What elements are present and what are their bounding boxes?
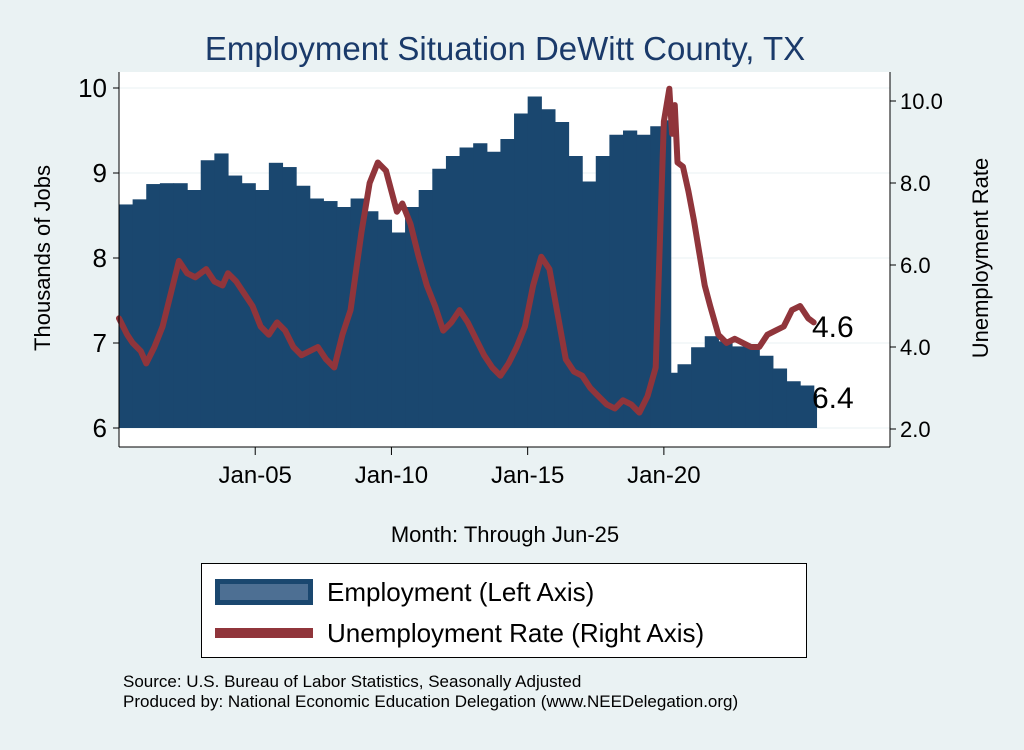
employment-bar bbox=[678, 364, 692, 428]
chart-title: Employment Situation DeWitt County, TX bbox=[205, 30, 805, 67]
employment-bar bbox=[786, 381, 800, 428]
employment-bar bbox=[569, 156, 583, 428]
left-axis-ticks: 6 7 8 9 10 bbox=[78, 73, 119, 443]
employment-bar bbox=[133, 199, 147, 428]
right-tick-label: 8.0 bbox=[900, 171, 931, 196]
x-tick-label: Jan-15 bbox=[491, 462, 564, 489]
legend-label-employment: Employment (Left Axis) bbox=[327, 577, 594, 608]
right-tick-label: 6.0 bbox=[900, 253, 931, 278]
end-label-unemployment: 4.6 bbox=[812, 311, 854, 344]
employment-bar bbox=[228, 176, 242, 428]
employment-bar bbox=[500, 139, 514, 428]
left-tick-label: 6 bbox=[93, 413, 107, 443]
employment-bar bbox=[759, 356, 773, 428]
employment-bar bbox=[596, 156, 610, 428]
employment-bar bbox=[214, 153, 228, 428]
employment-bar bbox=[310, 199, 324, 429]
end-label-employment: 6.4 bbox=[812, 382, 854, 415]
employment-bar bbox=[187, 190, 201, 428]
employment-bar bbox=[146, 184, 160, 428]
employment-bar bbox=[487, 152, 501, 428]
left-tick-label: 7 bbox=[93, 328, 107, 358]
employment-bar bbox=[773, 369, 787, 429]
employment-bar bbox=[671, 373, 678, 428]
employment-bar bbox=[514, 114, 528, 429]
employment-bar bbox=[173, 183, 187, 428]
employment-bar bbox=[364, 211, 378, 428]
legend: Employment (Left Axis) Unemployment Rate… bbox=[201, 563, 807, 658]
left-tick-label: 10 bbox=[78, 73, 107, 103]
employment-bar bbox=[282, 167, 296, 428]
employment-bar bbox=[623, 131, 637, 429]
footer-source: Source: U.S. Bureau of Labor Statistics,… bbox=[123, 672, 581, 692]
employment-bar bbox=[391, 233, 405, 429]
legend-swatch-unemployment bbox=[215, 628, 313, 638]
employment-bar bbox=[323, 201, 337, 428]
employment-bar bbox=[269, 163, 283, 428]
right-axis-ticks: 2.0 4.0 6.0 8.0 10.0 bbox=[890, 89, 943, 442]
x-axis-ticks: Jan-05 Jan-10 Jan-15 Jan-20 bbox=[219, 447, 701, 489]
employment-bar bbox=[296, 186, 310, 428]
employment-bar bbox=[746, 346, 760, 428]
x-axis-label: Month: Through Jun-25 bbox=[391, 522, 619, 547]
legend-label-unemployment: Unemployment Rate (Right Axis) bbox=[327, 618, 704, 649]
employment-bar bbox=[460, 148, 474, 429]
employment-bar bbox=[718, 341, 732, 428]
employment-bar bbox=[378, 220, 392, 428]
x-tick-label: Jan-05 bbox=[219, 462, 292, 489]
employment-bar bbox=[609, 135, 623, 428]
employment-bar bbox=[555, 122, 569, 428]
legend-swatch-employment bbox=[215, 579, 313, 605]
employment-bar bbox=[473, 143, 487, 428]
left-tick-label: 9 bbox=[93, 158, 107, 188]
employment-bar bbox=[691, 347, 705, 428]
employment-bar bbox=[255, 190, 269, 428]
employment-bar bbox=[446, 156, 460, 428]
y-axis-left-label: Thousands of Jobs bbox=[30, 165, 55, 351]
right-tick-label: 2.0 bbox=[900, 417, 931, 442]
employment-bar bbox=[732, 346, 746, 428]
right-tick-label: 10.0 bbox=[900, 89, 943, 114]
employment-bar bbox=[419, 190, 433, 428]
footer-produced: Produced by: National Economic Education… bbox=[123, 692, 738, 712]
x-tick-label: Jan-20 bbox=[627, 462, 700, 489]
left-tick-label: 8 bbox=[93, 243, 107, 273]
employment-bar bbox=[201, 160, 215, 428]
x-tick-label: Jan-10 bbox=[355, 462, 428, 489]
employment-bar bbox=[705, 336, 719, 428]
y-axis-right-label: Unemployment Rate bbox=[968, 158, 993, 359]
right-tick-label: 4.0 bbox=[900, 335, 931, 360]
